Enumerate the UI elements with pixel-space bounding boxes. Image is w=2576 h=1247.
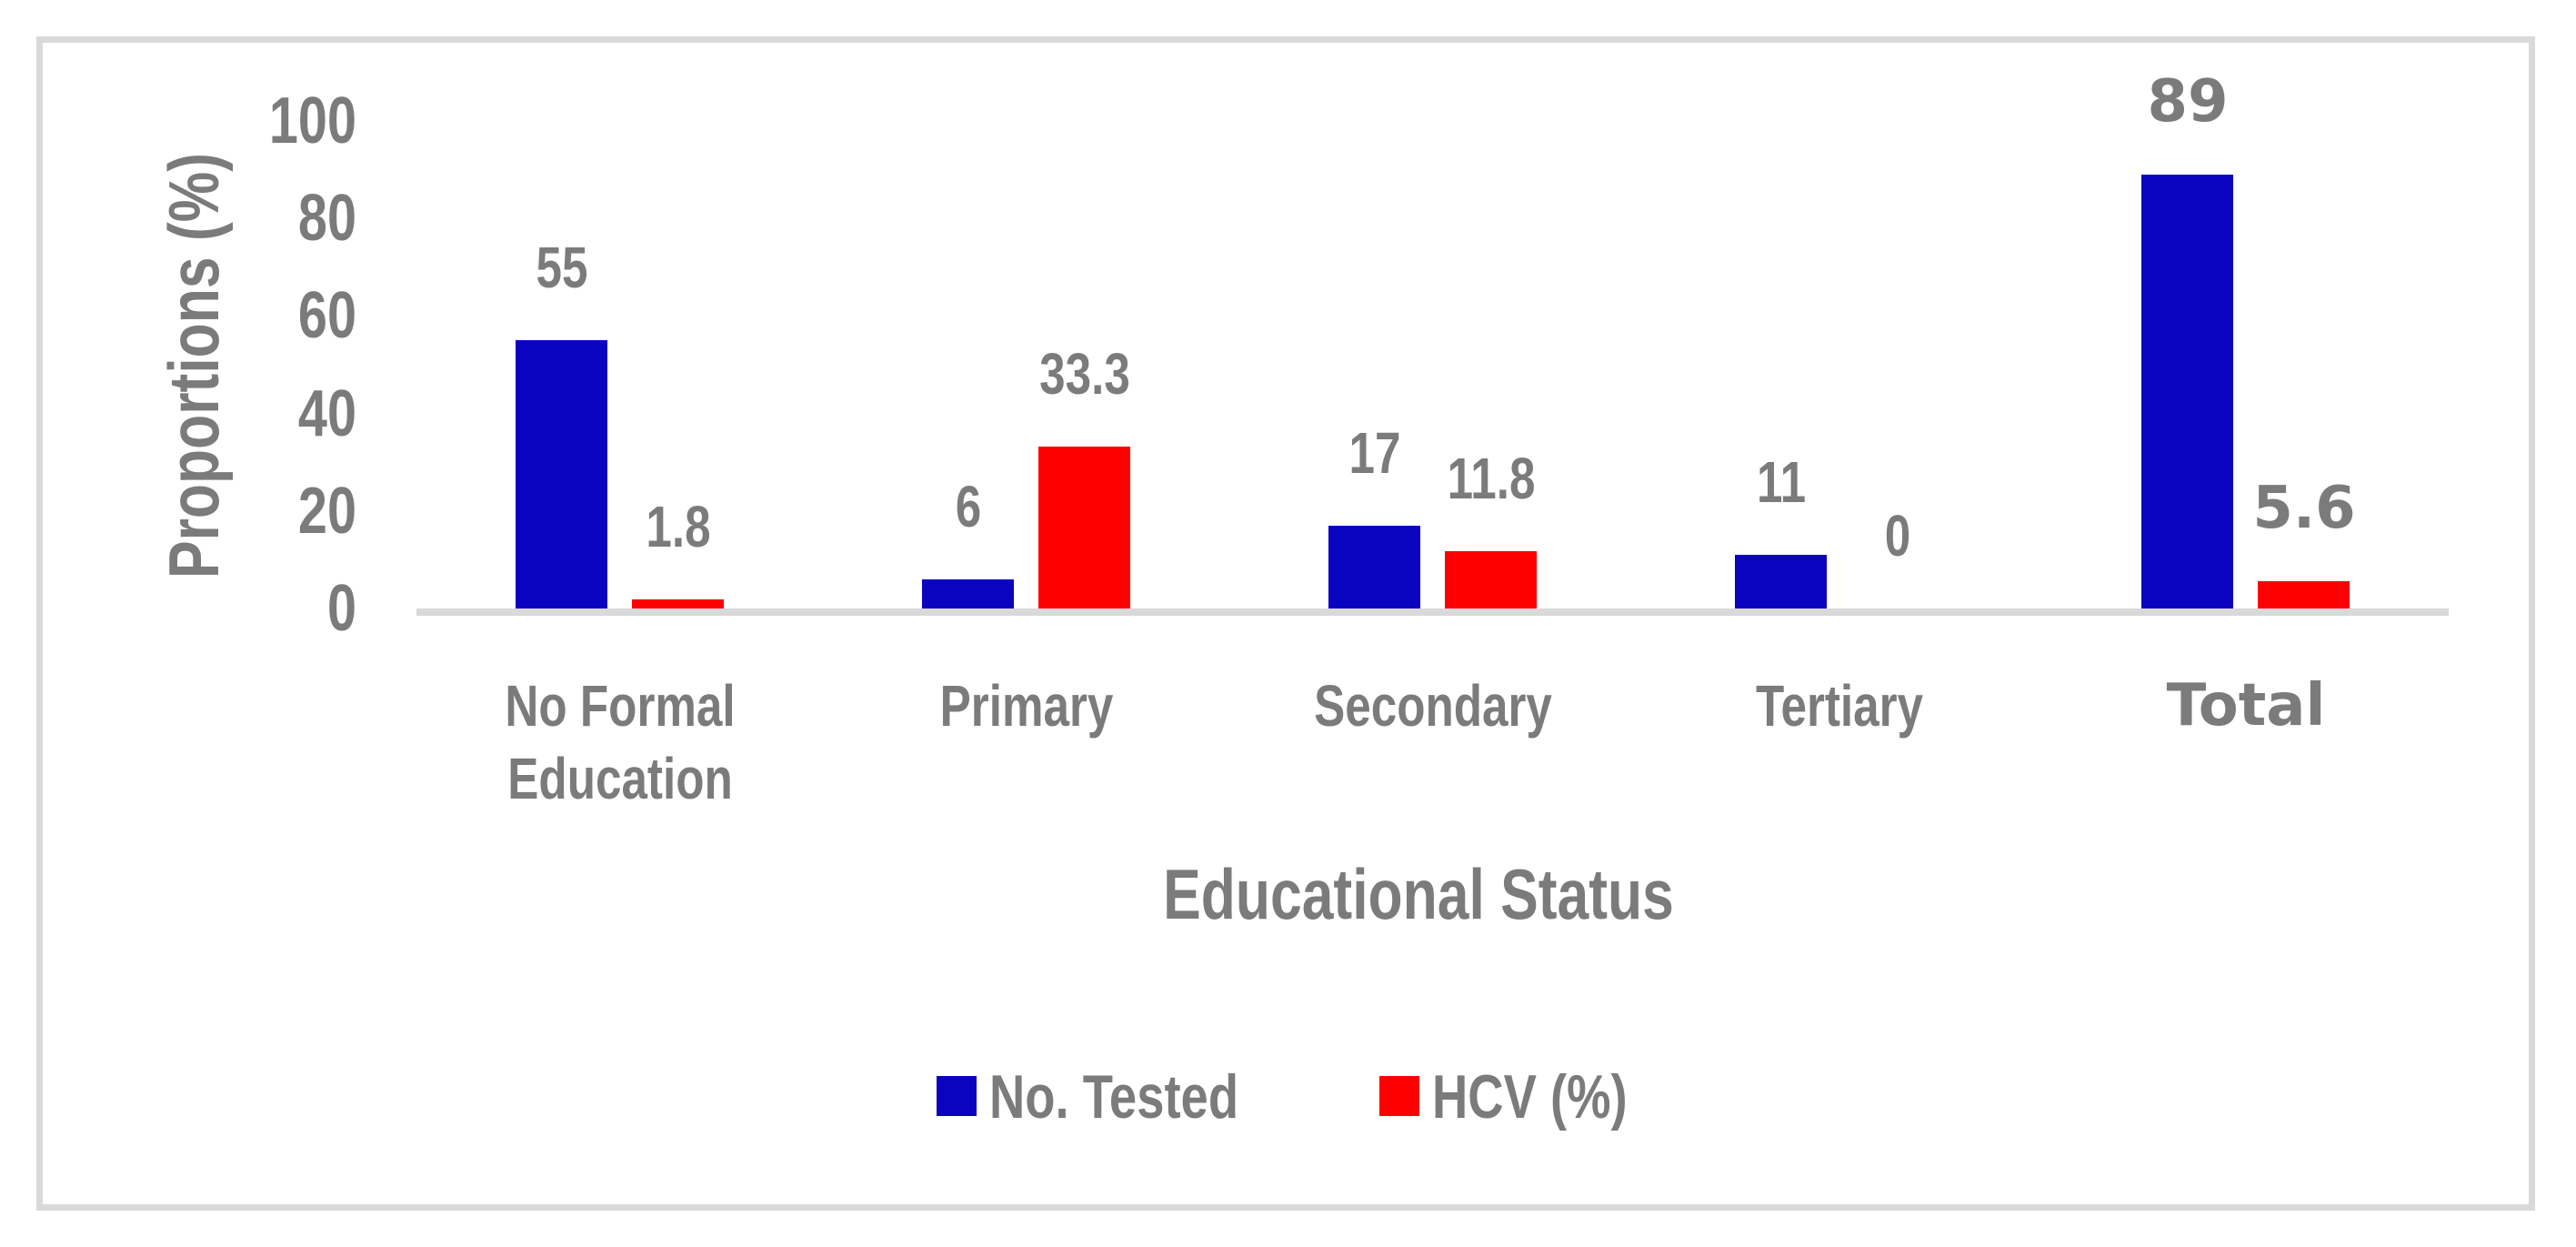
legend-swatch-hcv- xyxy=(1379,1076,1419,1116)
value-label: 11.8 xyxy=(1447,446,1536,511)
value-label: 6 xyxy=(955,474,982,539)
x-axis-title: Educational Status xyxy=(1163,854,1674,934)
y-tick-label: 60 xyxy=(297,279,356,352)
x-category-label: No Formal Education xyxy=(505,673,736,811)
x-axis-line xyxy=(416,608,2449,616)
legend-swatch-no-tested xyxy=(937,1076,977,1116)
bar-no-tested-3 xyxy=(1328,526,1420,608)
y-tick-label: 80 xyxy=(297,182,356,255)
value-label: 55 xyxy=(536,235,588,300)
bar-no-tested-4 xyxy=(1735,555,1827,608)
y-tick-label: 40 xyxy=(297,377,356,450)
bar-hcv--3 xyxy=(1445,551,1537,608)
value-label: 1.8 xyxy=(646,494,711,559)
x-category-label: Tertiary xyxy=(1755,673,1924,739)
bar-hcv--5 xyxy=(2258,581,2350,608)
y-tick-label: 20 xyxy=(297,475,356,548)
value-label: 33.3 xyxy=(1039,341,1130,407)
value-label: 17 xyxy=(1348,420,1401,486)
value-label: 89 xyxy=(2147,68,2229,136)
y-tick-label: 0 xyxy=(326,572,356,645)
value-label: 0 xyxy=(1884,503,1911,568)
bar-hcv--2 xyxy=(1038,447,1130,608)
bar-no-tested-5 xyxy=(2141,175,2233,608)
x-category-label: Primary xyxy=(939,673,1114,739)
legend-label: No. Tested xyxy=(989,1062,1239,1131)
legend-label: HCV (%) xyxy=(1432,1062,1628,1131)
bar-hcv--1 xyxy=(632,599,724,608)
bar-no-tested-1 xyxy=(516,340,607,608)
value-label: 11 xyxy=(1756,449,1807,515)
bar-no-tested-2 xyxy=(922,579,1014,608)
x-category-label: Total xyxy=(2166,672,2326,739)
x-category-label: Secondary xyxy=(1314,673,1552,739)
y-tick-label: 100 xyxy=(268,85,356,157)
value-label: 5.6 xyxy=(2252,475,2356,542)
chart-border xyxy=(36,36,2535,1211)
